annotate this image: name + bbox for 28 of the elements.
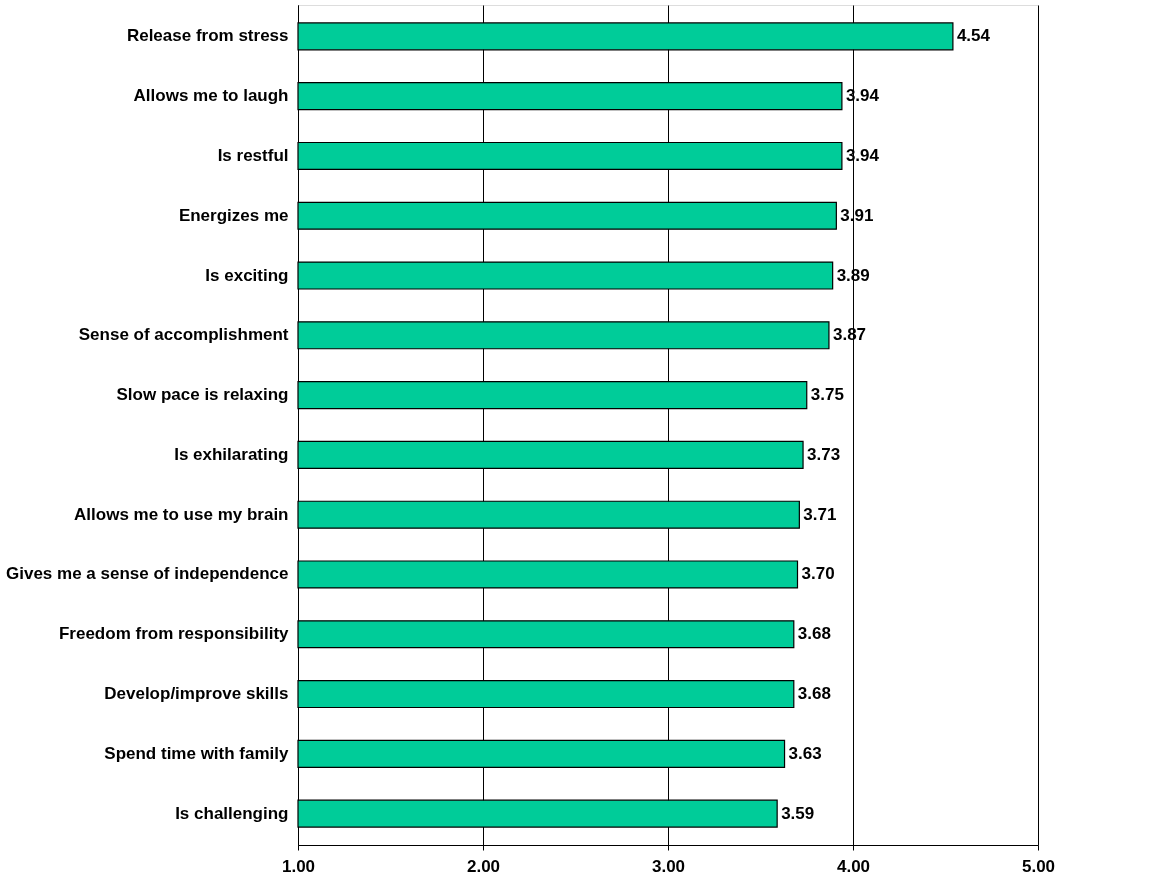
data-label: 4.54 <box>956 26 991 46</box>
y-tick-label: Is exciting <box>205 265 289 285</box>
y-tick-label: Gives me a sense of independence <box>5 564 289 584</box>
data-label: 3.68 <box>797 624 831 644</box>
x-tick-label: 3.00 <box>651 856 686 876</box>
y-tick-label: Allows me to use my brain <box>74 504 289 524</box>
y-tick-label: Develop/improve skills <box>104 684 289 704</box>
y-tick-label: Slow pace is relaxing <box>116 385 289 405</box>
data-label: 3.63 <box>788 743 822 763</box>
y-tick-label: Spend time with family <box>104 743 290 763</box>
y-tick-label: Freedom from responsibility <box>58 624 290 644</box>
y-tick-label: Sense of accomplishment <box>78 325 289 345</box>
y-tick-label: Allows me to laugh <box>133 86 289 106</box>
data-label: 3.70 <box>801 564 835 584</box>
data-label: 3.59 <box>781 803 815 823</box>
x-tick-label: 1.00 <box>281 856 316 876</box>
y-tick-label: Is exhilarating <box>174 444 289 464</box>
x-tick-label: 5.00 <box>1021 856 1056 876</box>
y-tick-label: Energizes me <box>178 205 289 225</box>
data-label: 3.71 <box>803 504 837 524</box>
x-tick-label: 2.00 <box>466 856 501 876</box>
data-label: 3.68 <box>797 684 831 704</box>
y-tick-label: Release from stress <box>126 26 289 46</box>
data-label: 3.73 <box>807 444 841 464</box>
data-label: 3.75 <box>810 385 844 405</box>
x-tick-label: 4.00 <box>836 856 871 876</box>
y-tick-label: Is challenging <box>175 803 289 823</box>
y-tick-label: Is restful <box>217 145 289 165</box>
